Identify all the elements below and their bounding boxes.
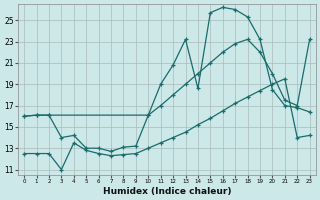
- X-axis label: Humidex (Indice chaleur): Humidex (Indice chaleur): [103, 187, 231, 196]
